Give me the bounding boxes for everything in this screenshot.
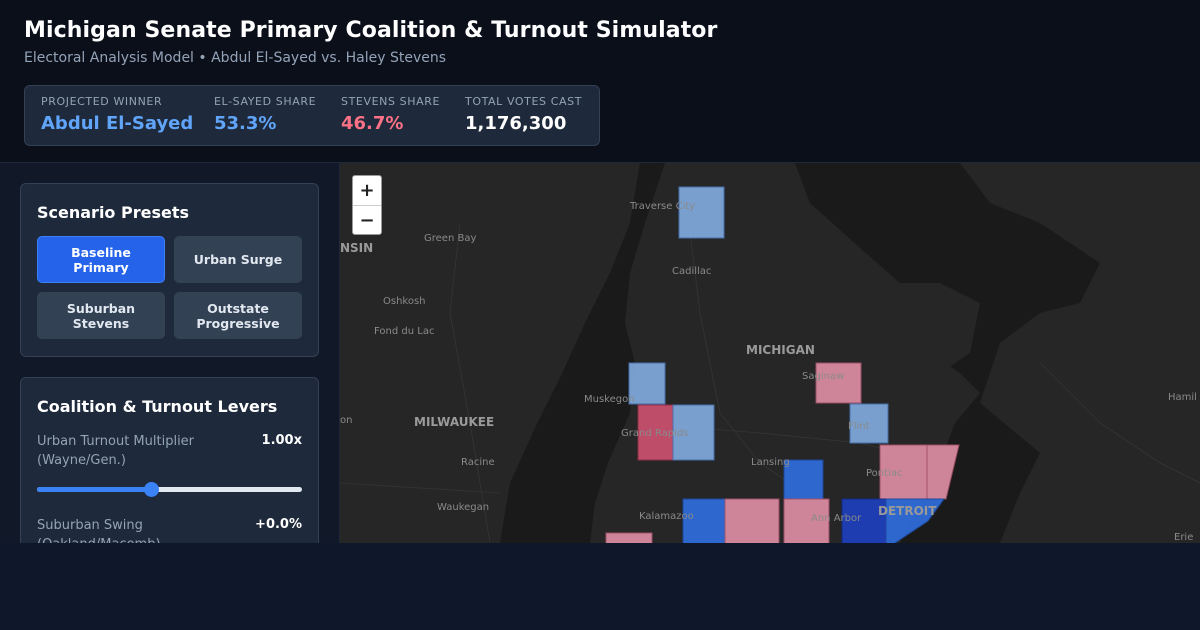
label-ann-arbor: Ann Arbor — [811, 513, 862, 524]
county-allegan[interactable] — [605, 532, 653, 543]
urban-turnout-slider-thumb[interactable] — [143, 482, 159, 497]
coalition-levers-title: Coalition & Turnout Levers — [37, 397, 278, 416]
county-ingham[interactable] — [783, 459, 824, 500]
scenario-presets-card: Scenario Presets Baseline Primary Urban … — [20, 183, 319, 357]
elsayed-share-value: 53.3% — [214, 113, 277, 134]
label-erie: Erie — [1174, 532, 1193, 543]
county-genesee[interactable] — [849, 403, 889, 444]
map-basemap: Traverse City Green Bay Cadillac Oshkosh… — [340, 163, 1200, 543]
label-pontiac: Pontiac — [866, 468, 902, 479]
preset-suburban-stevens-button[interactable]: Suburban Stevens — [37, 292, 165, 339]
label-michigan: MICHIGAN — [746, 343, 815, 357]
county-muskegon[interactable] — [628, 362, 666, 405]
urban-turnout-slider-fill — [37, 487, 151, 492]
projected-winner-label: PROJECTED WINNER — [41, 95, 163, 108]
label-hamilton: Hamil — [1168, 392, 1197, 403]
label-oshkosh: Oshkosh — [383, 296, 426, 307]
label-saginaw: Saginaw — [802, 371, 844, 382]
county-wayne[interactable] — [885, 498, 945, 543]
suburban-swing-value: +0.0% — [255, 517, 302, 532]
control-sidebar[interactable]: Scenario Presets Baseline Primary Urban … — [0, 163, 340, 543]
scenario-presets-title: Scenario Presets — [37, 203, 189, 222]
label-detroit: DETROIT — [878, 504, 937, 518]
label-traverse-city: Traverse City — [629, 201, 695, 212]
suburban-swing-label: Suburban Swing (Oakland/Macomb) — [37, 518, 161, 543]
county-ottawa[interactable] — [637, 404, 674, 461]
label-lansing: Lansing — [751, 457, 790, 468]
page-subtitle: Electoral Analysis Model • Abdul El-Saye… — [24, 50, 447, 66]
county-calhoun[interactable] — [724, 498, 780, 543]
label-wisconsin: NSIN — [340, 241, 373, 255]
michigan-thumb-land — [880, 283, 980, 373]
map-zoom-control: + − — [352, 175, 382, 235]
preset-outstate-progressive-button[interactable]: Outstate Progressive — [174, 292, 302, 339]
zoom-out-button[interactable]: − — [353, 205, 381, 234]
stevens-share-stat: STEVENS SHARE 46.7% — [341, 95, 440, 134]
county-shapes — [605, 186, 960, 543]
county-macomb[interactable] — [926, 444, 960, 500]
label-flint: Flint — [848, 421, 870, 432]
preset-urban-surge-button[interactable]: Urban Surge — [174, 236, 302, 283]
map-city-labels: Traverse City Green Bay Cadillac Oshkosh… — [340, 201, 1197, 543]
page-title: Michigan Senate Primary Coalition & Turn… — [24, 18, 718, 43]
ontario-land — [960, 163, 1200, 543]
elsayed-share-stat: EL-SAYED SHARE 53.3% — [214, 95, 316, 134]
label-sheboygan: on — [340, 415, 352, 426]
projected-winner-stat: PROJECTED WINNER Abdul El-Sayed — [41, 95, 193, 134]
label-muskegon: Muskegon — [584, 394, 635, 405]
urban-turnout-value: 1.00x — [261, 433, 302, 448]
label-cadillac: Cadillac — [672, 266, 711, 277]
urban-turnout-label: Urban Turnout Multiplier (Wayne/Gen.) — [37, 434, 195, 468]
total-votes-value: 1,176,300 — [465, 113, 567, 134]
county-washtenaw[interactable] — [841, 498, 887, 543]
total-votes-stat: TOTAL VOTES CAST 1,176,300 — [465, 95, 582, 134]
urban-turnout-slider[interactable] — [37, 482, 302, 497]
county-kalamazoo[interactable] — [682, 498, 726, 543]
coalition-levers-card: Coalition & Turnout Levers Urban Turnout… — [20, 377, 319, 543]
results-summary-bar: PROJECTED WINNER Abdul El-Sayed EL-SAYED… — [24, 85, 600, 146]
label-grand-rapids: Grand Rapids — [621, 428, 688, 439]
wisconsin-land — [340, 163, 640, 543]
stevens-share-label: STEVENS SHARE — [341, 95, 441, 108]
county-oakland[interactable] — [879, 444, 928, 500]
preset-baseline-primary-button[interactable]: Baseline Primary — [37, 236, 165, 283]
county-traverse[interactable] — [678, 186, 725, 239]
label-fond-du-lac: Fond du Lac — [374, 326, 434, 337]
app-header: Michigan Senate Primary Coalition & Turn… — [0, 0, 1200, 163]
label-green-bay: Green Bay — [424, 233, 476, 244]
stevens-share-value: 46.7% — [341, 113, 404, 134]
total-votes-label: TOTAL VOTES CAST — [465, 95, 583, 108]
county-results-map[interactable]: Traverse City Green Bay Cadillac Oshkosh… — [340, 163, 1200, 543]
zoom-in-button[interactable]: + — [359, 180, 375, 201]
elsayed-share-label: EL-SAYED SHARE — [214, 95, 317, 108]
county-saginaw[interactable] — [815, 362, 862, 404]
county-jackson[interactable] — [783, 498, 830, 543]
county-kent[interactable] — [672, 404, 715, 461]
label-waukegan: Waukegan — [437, 502, 489, 513]
label-kalamazoo: Kalamazoo — [639, 511, 694, 522]
label-racine: Racine — [461, 457, 495, 468]
label-milwaukee: MILWAUKEE — [414, 415, 494, 429]
projected-winner-value: Abdul El-Sayed — [41, 113, 194, 134]
